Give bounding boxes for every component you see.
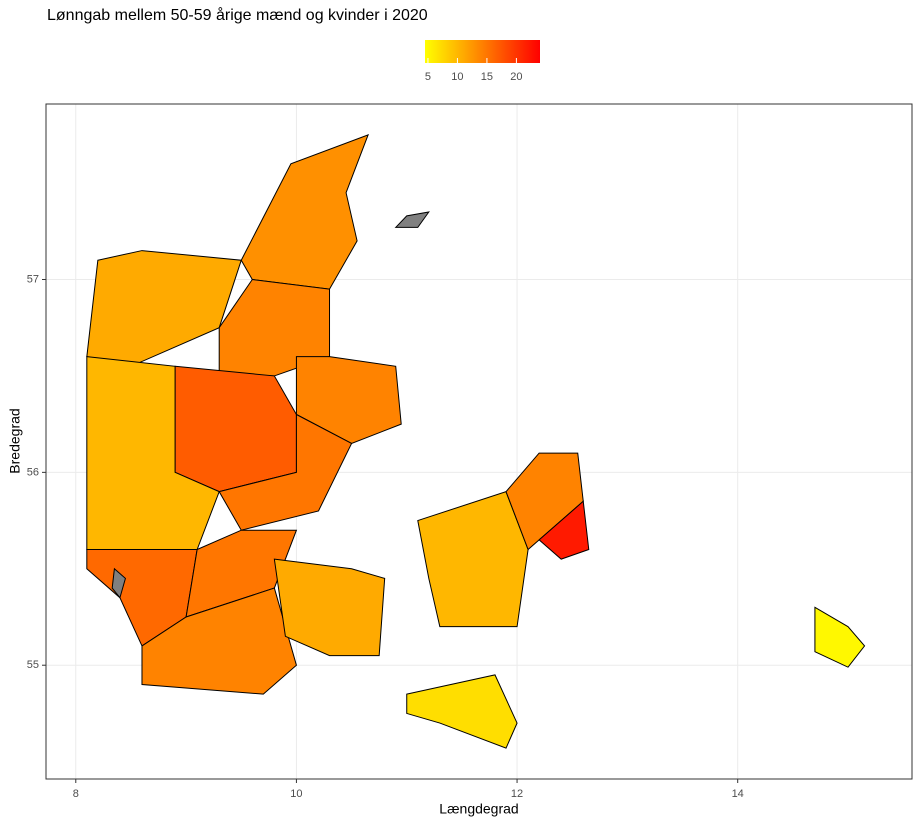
plot-border [45, 103, 913, 780]
x-tick-label: 12 [511, 788, 523, 800]
legend-tick-label: 10 [451, 71, 463, 83]
map-title: Lønngab mellem 50-59 årige mænd og kvind… [47, 6, 428, 24]
y-tick-label: 57 [27, 273, 39, 285]
region [538, 500, 590, 560]
x-tick-label: 14 [732, 788, 744, 800]
y-axis-title: Bredegrad [7, 408, 23, 473]
region [240, 134, 369, 290]
y-tick-label: 55 [27, 659, 39, 671]
region [814, 606, 866, 668]
legend-tick-label: 15 [481, 71, 493, 83]
region [111, 567, 126, 599]
y-tick-label: 56 [27, 466, 39, 478]
x-tick-label: 8 [73, 788, 79, 800]
region [273, 558, 386, 657]
x-tick-label: 10 [290, 788, 302, 800]
region [185, 529, 298, 618]
region [86, 250, 242, 367]
region [141, 587, 297, 695]
region [394, 211, 430, 228]
region [417, 491, 529, 628]
legend-tick-label: 5 [425, 71, 431, 83]
legend-bar [425, 40, 540, 63]
region [406, 674, 518, 749]
region [174, 365, 297, 493]
legend-tick-label: 20 [510, 71, 522, 83]
x-axis-title: Længdegrad [439, 801, 518, 817]
